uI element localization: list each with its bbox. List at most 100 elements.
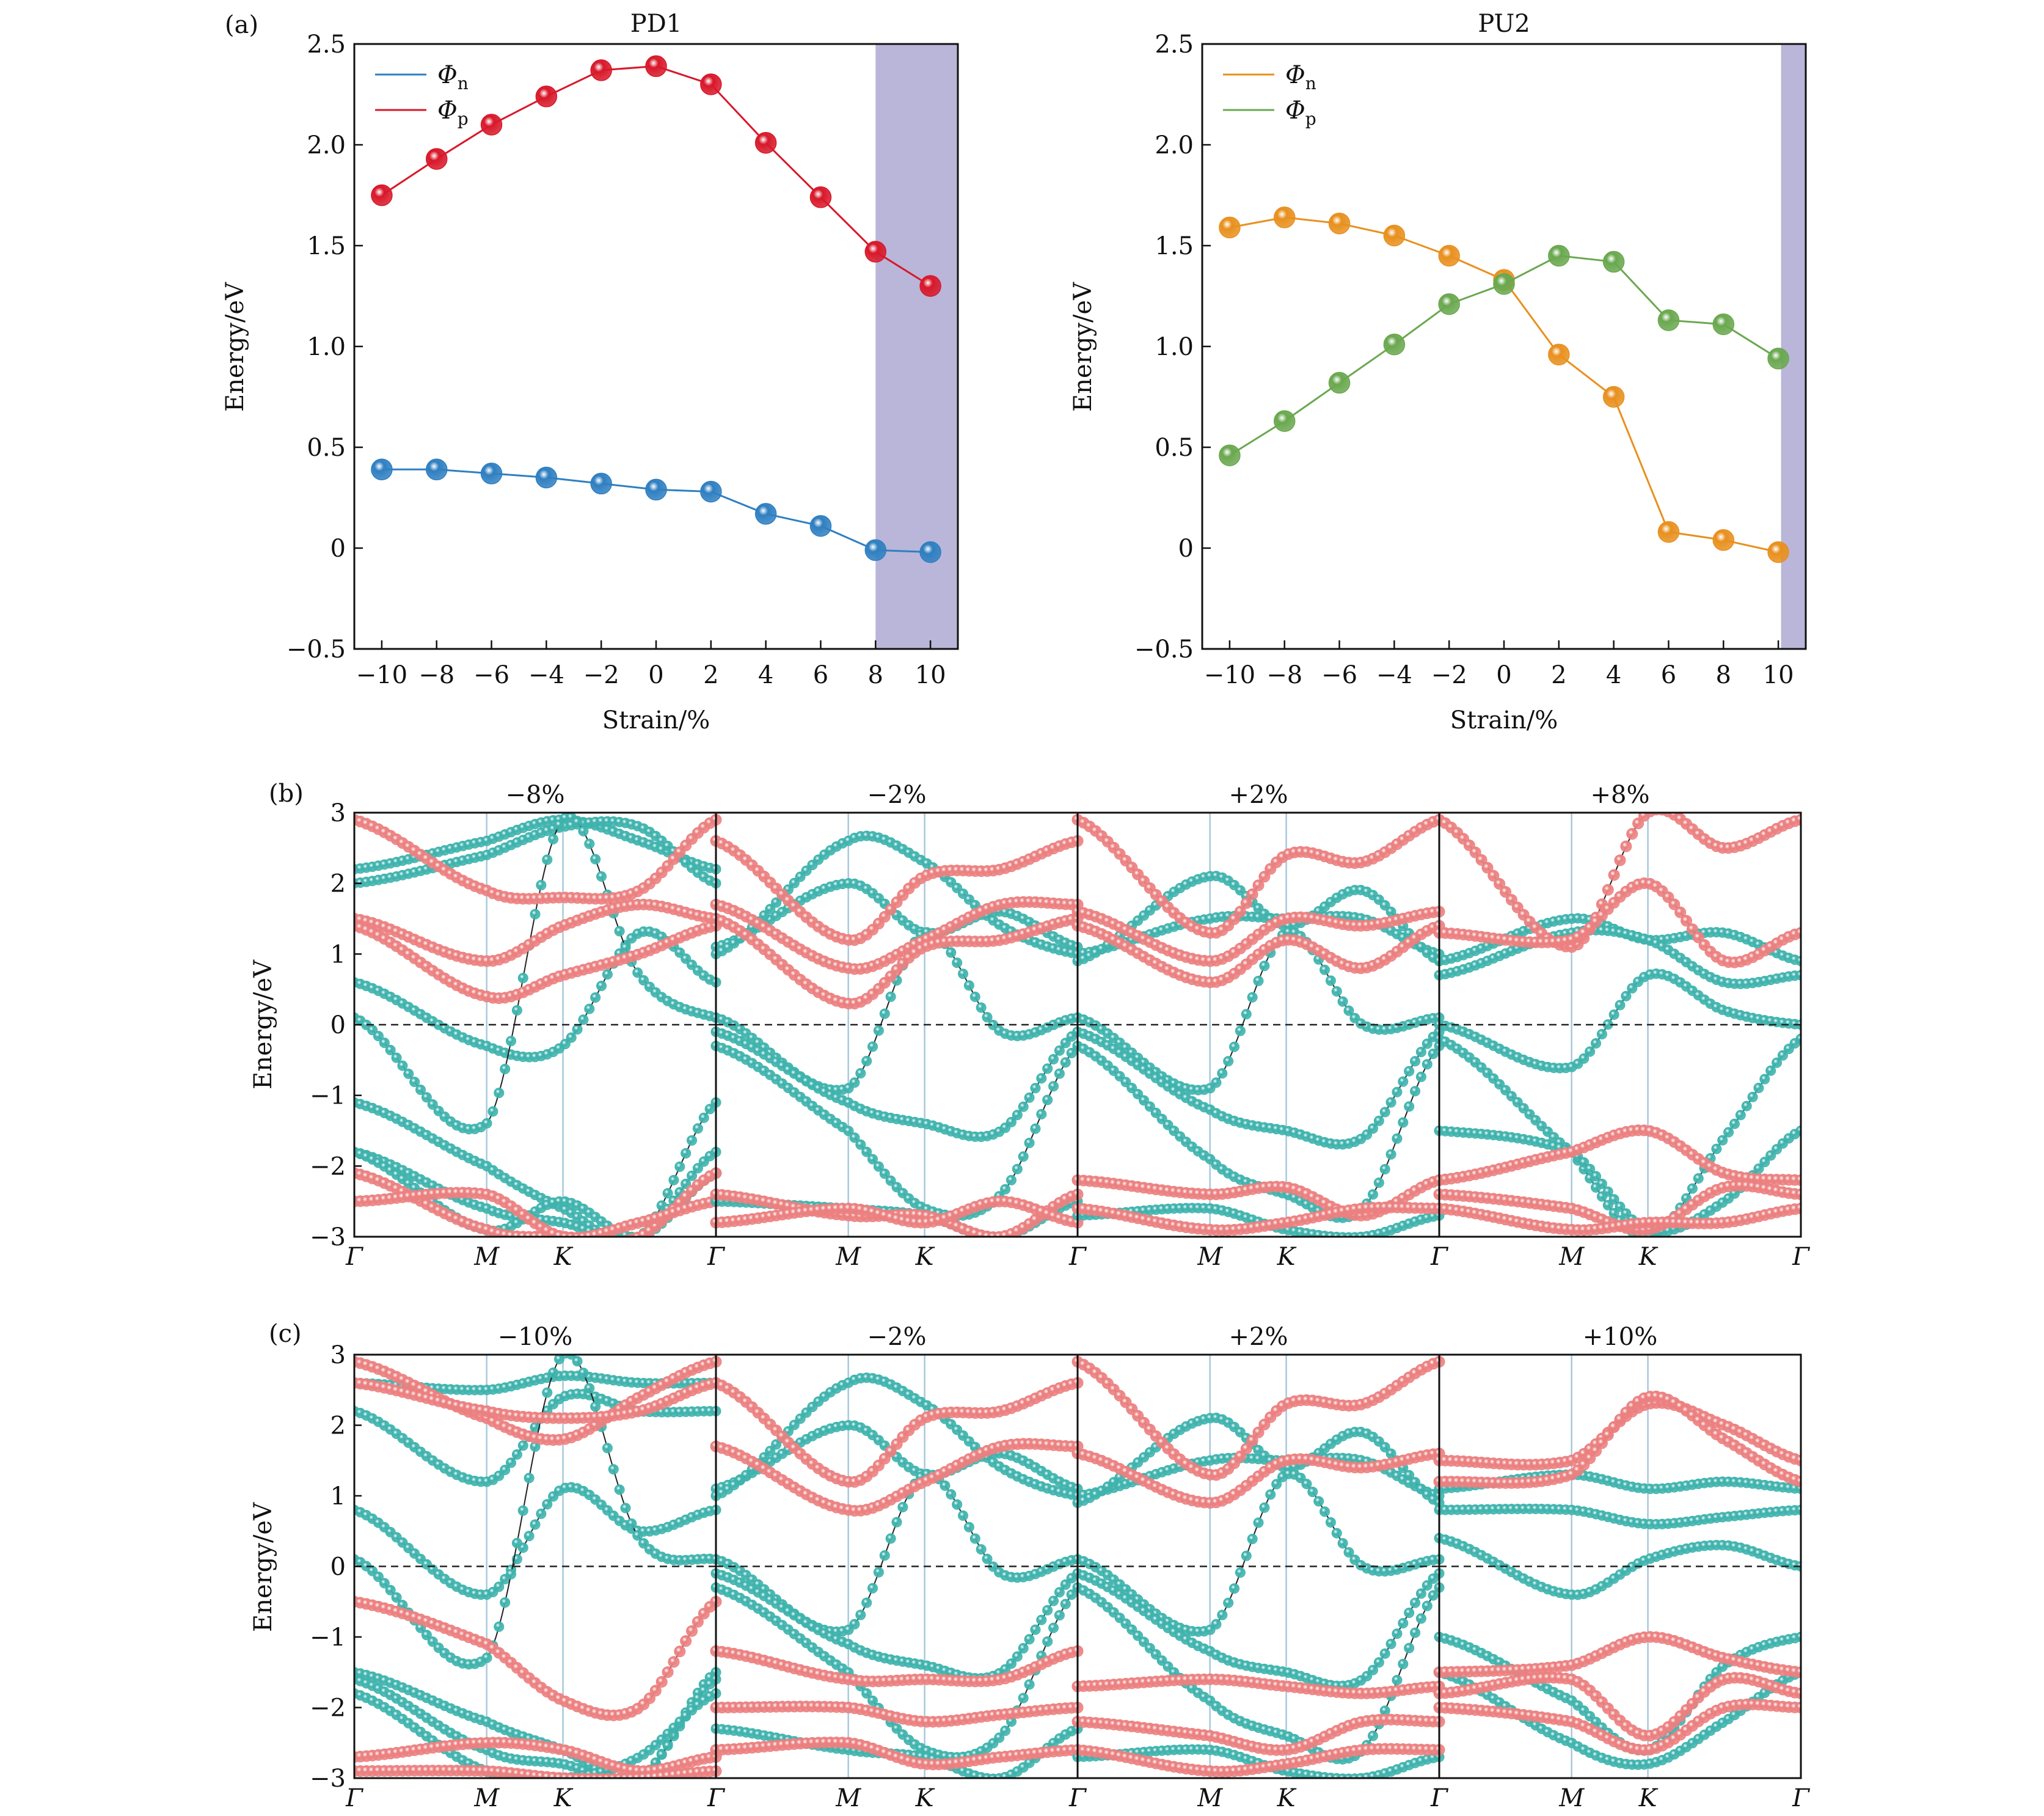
pd1-ytick-label: −0.5 (287, 635, 346, 664)
panel-label-c: (c) (269, 1320, 302, 1348)
bands-b-kpoint-label: Γ (1430, 1243, 1448, 1271)
bands-c-chart: Energy/eV −10%Γ M K Γ−2%Γ M K Γ+2%Γ M K Γ+10%Γ M K Γ… (249, 1323, 1810, 1812)
pu2-xtick-label: 8 (1716, 661, 1731, 689)
bands-b-band-marker-teal (632, 967, 643, 978)
bands-b-band-marker-teal (1608, 1208, 1619, 1219)
bands-c-band-marker-teal (524, 1473, 535, 1484)
bands-b-band-marker-salmon (1620, 840, 1632, 852)
pu2-ytick-label: 2.0 (1155, 131, 1194, 159)
bands-b-band-marker-teal (548, 833, 559, 844)
pu2-xtick-label: −6 (1321, 661, 1357, 689)
bands-b-band-marker-teal (1392, 1133, 1403, 1144)
bands-b-subpanel-frame (1438, 811, 1802, 1238)
pu2-point-p (1602, 251, 1625, 273)
bands-b-band-marker-teal (1060, 1038, 1071, 1049)
bands-b-band-marker-teal (1223, 1056, 1234, 1067)
bands-b-band-marker-teal (638, 975, 649, 986)
bands-c-band-marker-salmon (1252, 1426, 1265, 1438)
bands-b-band-marker-teal (855, 1068, 866, 1079)
pd1-point-p (480, 114, 503, 136)
bands-b-band-marker-teal (704, 1104, 715, 1115)
bands-b-band-marker-teal (1139, 1095, 1150, 1106)
bands-c-band-marker-teal (620, 1503, 631, 1514)
bands-b-band-marker-salmon (1234, 906, 1246, 918)
bands-c-band-marker-teal (506, 1569, 517, 1580)
bands-b-band-marker-teal (566, 1032, 577, 1043)
bands-c-band-marker-teal (1259, 1502, 1270, 1513)
pd1-point-n (371, 458, 393, 481)
bands-b-band-marker-teal (687, 1135, 698, 1146)
bands-b-band-marker-teal (681, 1148, 692, 1159)
bands-b-kpoint-label: Γ (1068, 1243, 1087, 1271)
bands-b-band-marker-teal (517, 973, 528, 984)
bands-b-subpanel-1 (710, 813, 1084, 1237)
pd1-ylabel: Energy/eV (221, 282, 249, 412)
pd1-point-n (754, 503, 777, 525)
bands-c-band-marker-teal (385, 1584, 396, 1595)
bands-b-band-marker-teal (1585, 1163, 1596, 1174)
bands-c-band-marker-teal (1024, 1679, 1035, 1690)
bands-c-band-marker-teal (1415, 1588, 1426, 1599)
bands-b-kpoint-label: M (1197, 1243, 1223, 1271)
pu2-point-n (1438, 244, 1460, 267)
bands-b-band-marker-teal (867, 1041, 878, 1052)
bands-c-band-marker-teal (849, 1619, 860, 1630)
bands-b-band-marker-salmon (1481, 862, 1494, 874)
bands-b-subpanel-title: +8% (1591, 781, 1650, 809)
pu2-title: PU2 (1478, 10, 1530, 38)
bands-c-band-marker-teal (1042, 1636, 1053, 1647)
pu2-xtick-label: 4 (1606, 661, 1621, 689)
panel-label-a: (a) (225, 11, 258, 39)
pu2-point-p (1328, 372, 1351, 394)
pd1-point-n (535, 466, 558, 489)
pu2-ytick-label: −0.5 (1134, 635, 1194, 664)
pd1-point-n (809, 514, 832, 537)
bands-c-band-line (1077, 1473, 1440, 1633)
bands-b-band-marker-teal (1060, 1057, 1071, 1068)
bands-b-ytick-label: 0 (330, 1011, 346, 1039)
bands-c-band-marker-teal (1404, 1607, 1415, 1618)
bands-b-band-marker-teal (1615, 1201, 1626, 1212)
pd1-chart: PD1 Strain/% Energy/eV −10 −8 −6 −4 −2 0 2 4 6 8 1… (221, 10, 959, 734)
bands-b-band-marker-teal (1392, 1086, 1403, 1097)
bands-b-band-marker-teal (1795, 1126, 1801, 1136)
bands-c-band-marker-teal (1000, 1726, 1011, 1737)
bands-c-band-marker-teal (494, 1581, 505, 1592)
bands-b-band-marker-teal (879, 1168, 890, 1179)
bands-c-band-marker-teal (1379, 1441, 1390, 1452)
bands-b-band-marker-teal (500, 1064, 511, 1075)
pd1-point-n (425, 458, 448, 481)
pu2-xtick-label: −8 (1266, 661, 1302, 689)
pu2-xlabel: Strain/% (1450, 706, 1558, 734)
bands-b-band-marker-teal (692, 1123, 703, 1134)
bands-c-band-marker-teal (969, 1533, 980, 1544)
bands-b-band-marker-teal (1000, 1184, 1011, 1195)
bands-b-band-marker-teal (1379, 900, 1390, 911)
pu2-point-n (1548, 343, 1570, 365)
pd1-shaded-region (875, 44, 958, 649)
bands-c-kpoint-label: Γ (345, 1784, 363, 1812)
bands-c-band-marker-teal (511, 1449, 522, 1460)
bands-b-kpoint-label: M (1558, 1243, 1585, 1271)
bands-b-band-marker-teal (1795, 970, 1801, 981)
bands-c-band-marker-teal (584, 1383, 595, 1394)
bands-c-band-marker-salmon (668, 1656, 680, 1668)
bands-b-band-marker-teal (1144, 1101, 1155, 1112)
bands-c-band-marker-teal (861, 1688, 872, 1699)
bands-c-band-marker-salmon (680, 1635, 692, 1647)
pu2-plot-frame (1201, 43, 1807, 650)
bands-b-subpanel-3 (1433, 813, 1801, 1237)
bands-c-band-marker-teal (1392, 1628, 1403, 1639)
bands-b-band-marker-teal (506, 1036, 517, 1047)
pd1-ytick-label: 0 (330, 535, 346, 563)
pu2-ylabel: Energy/eV (1069, 282, 1097, 412)
bands-b-band-marker-teal (1795, 1033, 1801, 1044)
bands-b-band-marker-teal (1253, 975, 1264, 986)
bands-b-band-marker-teal (952, 957, 963, 968)
bands-c-band-marker-teal (759, 1452, 770, 1463)
bands-b-band-marker-teal (885, 991, 896, 1002)
bands-b-band-marker-salmon (1258, 871, 1271, 883)
bands-b-band-marker-teal (1608, 1194, 1619, 1205)
bands-b-band-marker-teal (1036, 1109, 1047, 1120)
bands-b-band-marker-teal (1048, 1081, 1059, 1092)
